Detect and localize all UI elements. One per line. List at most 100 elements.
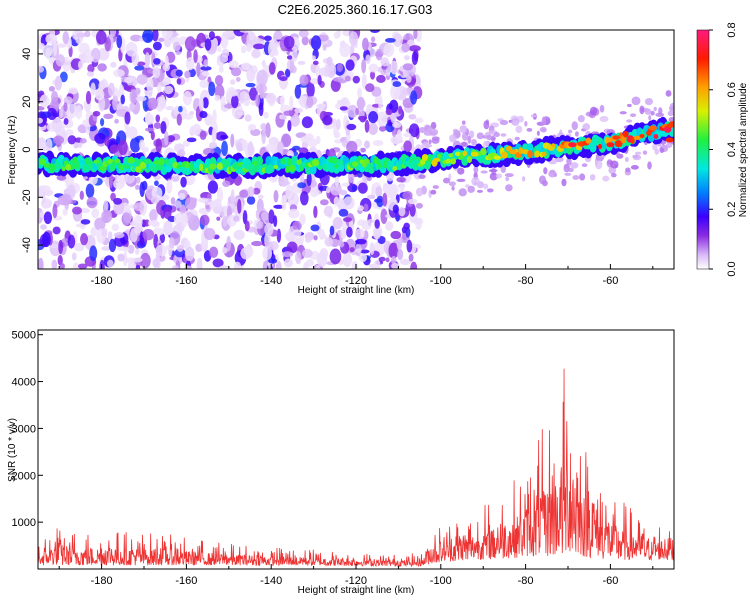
ridge-blob (189, 163, 195, 172)
ridge-blob (450, 158, 457, 165)
noise-blob (85, 121, 91, 135)
noise-blob (199, 214, 210, 226)
ridge-blob (82, 165, 87, 172)
colorbar-gradient (696, 29, 710, 270)
noise-blob (541, 116, 547, 125)
noise-blob (184, 173, 196, 186)
noise-blob (90, 226, 98, 237)
noise-blob (152, 41, 162, 51)
ridge-blob (466, 155, 472, 164)
ridge-blob (75, 161, 81, 170)
noise-blob (589, 174, 596, 181)
noise-blob (240, 247, 252, 260)
noise-blob (430, 189, 437, 195)
noise-blob (476, 189, 483, 193)
noise-blob (330, 182, 342, 196)
noise-blob (97, 48, 110, 61)
noise-blob (261, 128, 266, 145)
ridge-blob (155, 164, 164, 171)
ridge-blob (606, 137, 612, 144)
noise-blob (362, 37, 369, 51)
noise-blob (75, 105, 83, 120)
noise-blob (334, 175, 340, 188)
noise-blob (262, 246, 273, 261)
noise-blob (216, 216, 221, 221)
noise-blob (368, 111, 379, 124)
noise-blob (120, 94, 126, 105)
noise-blob (284, 258, 293, 268)
noise-blob (283, 110, 293, 116)
noise-blob (221, 247, 228, 254)
noise-blob (63, 102, 68, 112)
noise-blob (142, 228, 155, 241)
noise-blob (385, 37, 396, 43)
noise-blob (357, 182, 368, 194)
noise-blob (143, 219, 150, 227)
noise-blob (375, 48, 383, 61)
noise-blob (566, 157, 572, 166)
noise-blob (442, 177, 451, 184)
ridge-blob (179, 166, 186, 172)
noise-blob (143, 47, 153, 56)
noise-blob (63, 118, 69, 125)
noise-blob (68, 87, 79, 95)
noise-blob (245, 82, 256, 88)
ridge-blob (149, 165, 155, 171)
noise-blob (155, 251, 161, 265)
noise-blob (357, 205, 364, 212)
noise-blob (287, 120, 292, 132)
noise-blob (317, 74, 322, 86)
ridge-peak (665, 137, 674, 143)
noise-blob (185, 57, 195, 71)
noise-blob (642, 150, 648, 155)
noise-blob (336, 118, 341, 131)
noise-blob (571, 121, 578, 131)
noise-blob (82, 54, 94, 64)
noise-blob (382, 192, 388, 207)
noise-blob (380, 57, 390, 67)
ridge-blob (551, 143, 556, 148)
noise-blob (110, 61, 117, 68)
noise-blob (179, 204, 187, 215)
noise-blob (242, 93, 251, 107)
noise-blob (480, 170, 488, 174)
noise-blob (581, 163, 588, 168)
noise-blob (424, 125, 433, 132)
noise-blob (297, 95, 308, 105)
noise-blob (273, 215, 278, 228)
ridge-blob (597, 143, 603, 150)
noise-blob (359, 249, 370, 254)
noise-blob (245, 43, 252, 53)
noise-blob (332, 216, 343, 230)
noise-blob (273, 189, 279, 203)
noise-blob (46, 122, 59, 132)
noise-blob (237, 199, 242, 214)
noise-blob (639, 105, 645, 115)
noise-blob (370, 70, 376, 80)
ridge-blob (185, 161, 190, 169)
noise-blob (352, 75, 361, 84)
noise-blob (326, 56, 333, 66)
noise-blob (251, 240, 263, 247)
noise-blob (306, 96, 314, 109)
noise-blob (51, 259, 58, 269)
noise-blob (195, 243, 203, 252)
noise-blob (43, 211, 53, 225)
noise-blob (357, 219, 367, 226)
ridge-blob (639, 133, 645, 138)
ridge-blob (541, 151, 547, 157)
ridge-blob (216, 162, 224, 170)
x-tick-label: -100 (430, 575, 452, 587)
noise-blob (160, 121, 167, 134)
ridge-blob (445, 158, 452, 164)
noise-blob (294, 84, 302, 99)
noise-blob (161, 30, 173, 41)
noise-blob (402, 190, 413, 200)
noise-blob (650, 110, 655, 116)
noise-blob (555, 156, 564, 163)
noise-blob (372, 140, 384, 146)
noise-blob (126, 126, 138, 139)
noise-blob (79, 138, 87, 144)
noise-blob (80, 219, 91, 225)
noise-blob (403, 140, 413, 153)
